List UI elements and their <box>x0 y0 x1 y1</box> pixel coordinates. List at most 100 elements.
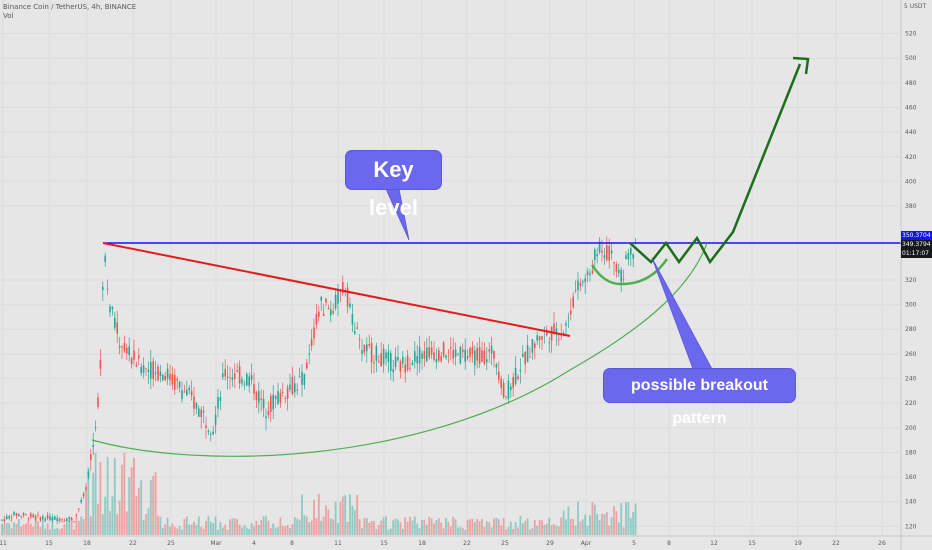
candle-body <box>22 513 25 516</box>
volume-label[interactable]: Vol <box>3 12 14 20</box>
volume-bar <box>401 528 404 535</box>
candle-body <box>243 383 246 385</box>
candle-body <box>106 288 109 290</box>
volume-bar <box>183 518 186 535</box>
volume-bar <box>557 526 560 535</box>
volume-bar <box>476 519 479 535</box>
candle-body <box>423 350 426 359</box>
volume-bar <box>233 518 236 535</box>
volume-bar <box>135 495 138 535</box>
candle-body <box>32 514 34 518</box>
volume-bar <box>617 522 620 535</box>
volume-bar <box>553 524 555 535</box>
time-tick-label: 12 <box>710 540 718 547</box>
volume-bar <box>161 527 164 535</box>
price-tick-label: 480 <box>905 80 917 87</box>
volume-bar <box>121 464 123 535</box>
candle-body <box>255 391 258 401</box>
symbol-title[interactable]: Binance Coin / TetherUS, 4h, BINANCE <box>3 3 137 11</box>
volume-bar <box>514 522 517 535</box>
volume-bar <box>531 527 534 535</box>
candle-body <box>1 519 3 521</box>
volume-bar <box>289 527 291 535</box>
handle-curve <box>590 258 669 286</box>
volume-bar <box>418 527 421 535</box>
candle-body <box>154 372 157 375</box>
candle-body <box>351 313 354 325</box>
volume-bar <box>236 518 239 535</box>
candle-body <box>452 350 454 359</box>
candle-body <box>591 270 594 274</box>
volume-bar <box>385 516 387 535</box>
volume-bar <box>349 494 351 535</box>
volume-bars <box>1 452 637 535</box>
volume-bar <box>550 525 553 535</box>
volume-bar <box>435 520 438 535</box>
candle-body <box>246 374 248 386</box>
volume-bar <box>423 519 426 535</box>
volume-bar <box>529 529 531 535</box>
volume-bar <box>329 518 332 535</box>
candle-body <box>248 376 250 387</box>
volume-bar <box>279 517 282 535</box>
volume-bar <box>533 520 536 535</box>
volume-bar <box>212 523 215 535</box>
time-tick-label: 25 <box>501 540 509 547</box>
candle-body <box>610 250 613 254</box>
candle-body <box>370 343 373 363</box>
candle-body <box>512 377 514 388</box>
volume-bar <box>356 494 359 535</box>
candle-body <box>445 355 447 358</box>
volume-bar <box>104 496 107 535</box>
volume-bar <box>63 524 66 535</box>
volume-bar <box>291 524 294 535</box>
volume-bar <box>111 495 114 535</box>
volume-bar <box>56 527 59 535</box>
candle-body <box>442 342 445 356</box>
candle-body <box>368 344 370 346</box>
candle-body <box>536 335 538 341</box>
time-tick-label: 11 <box>0 540 7 547</box>
candle-body <box>529 357 531 358</box>
candle-body <box>198 408 200 417</box>
candle-body <box>387 351 390 362</box>
candle-body <box>114 317 116 328</box>
volume-bar <box>507 527 510 535</box>
time-tick-label: 15 <box>45 540 53 547</box>
candle-body <box>428 347 430 358</box>
candle-body <box>282 391 284 393</box>
volume-bar <box>548 517 551 535</box>
candle-body <box>6 516 8 520</box>
volume-bar <box>238 524 241 535</box>
volume-bar <box>555 525 558 535</box>
volume-bar <box>27 520 30 535</box>
volume-bar <box>190 524 193 535</box>
volume-bar <box>29 523 32 535</box>
volume-bar <box>5 523 8 535</box>
volume-bar <box>327 509 330 535</box>
volume-bar <box>154 472 157 535</box>
volume-bar <box>613 506 615 535</box>
candle-body <box>382 348 385 364</box>
price-tick-label: 200 <box>905 425 917 432</box>
volume-bar <box>37 521 39 535</box>
volume-bar <box>176 528 179 535</box>
candle-body <box>315 313 318 325</box>
candle-body <box>498 371 500 380</box>
candle-body <box>594 249 596 261</box>
candle-body <box>435 358 438 362</box>
candle-body <box>510 386 512 391</box>
volume-bar <box>173 526 176 535</box>
candle-body <box>200 409 202 417</box>
candle-body <box>620 269 622 283</box>
volume-bar <box>51 517 54 535</box>
time-tick-label: 22 <box>463 540 471 547</box>
candle-body <box>373 362 375 364</box>
volume-bar <box>298 519 301 535</box>
price-axis-labels: 520 500 480 460 440 420 400 380 320 300 280 260 240 2… <box>904 3 927 530</box>
volume-bar <box>147 508 150 535</box>
candle-body <box>58 518 61 522</box>
volume-bar <box>269 528 272 535</box>
time-tick-label: 11 <box>334 540 342 547</box>
